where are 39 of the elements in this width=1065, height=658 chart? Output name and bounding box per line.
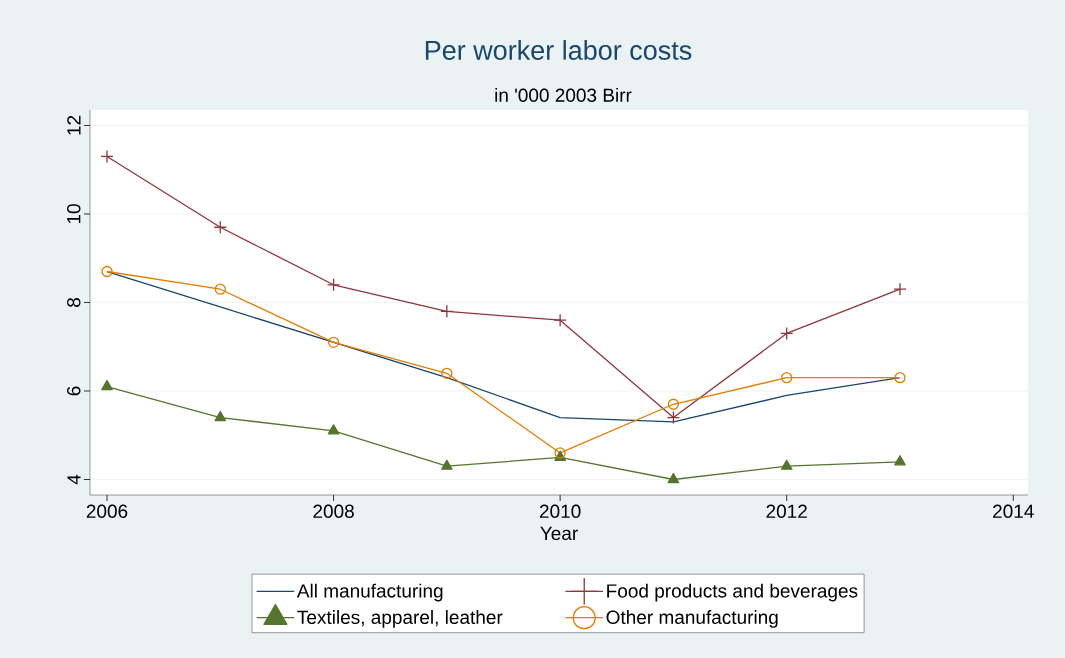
chart-subtitle: in '000 2003 Birr — [495, 88, 632, 102]
y-tick-label: 6 — [67, 386, 81, 396]
x-axis-title: Year — [540, 526, 578, 541]
point — [214, 410, 227, 422]
legend-label: Other manufacturing — [606, 610, 778, 628]
y-tick-label: 10 — [67, 204, 81, 224]
point — [667, 472, 680, 484]
point — [440, 304, 454, 318]
point — [894, 455, 906, 466]
point — [667, 398, 680, 410]
point — [213, 220, 227, 234]
x-tick-label: 2012 — [766, 504, 807, 518]
point — [780, 459, 793, 470]
point — [327, 336, 340, 348]
point — [101, 265, 113, 278]
x-tick-label: 2006 — [86, 504, 128, 518]
point — [101, 379, 113, 391]
point — [326, 278, 341, 292]
x-tick-label: 2008 — [313, 504, 354, 518]
legend-label: Textiles, apparel, leather — [297, 610, 503, 628]
legend-label: Food products and beverages — [607, 583, 858, 602]
point — [441, 367, 453, 379]
point — [666, 410, 681, 425]
point — [780, 326, 794, 341]
point — [894, 372, 906, 384]
point — [327, 424, 340, 435]
legend-label: All manufacturing — [296, 583, 443, 602]
point — [553, 313, 567, 327]
y-tick-label: 8 — [67, 298, 81, 307]
point — [100, 149, 114, 164]
point — [781, 372, 793, 384]
point — [441, 459, 453, 470]
y-tick-label: 4 — [67, 474, 81, 485]
point — [893, 282, 907, 296]
x-tick-label: 2010 — [539, 504, 581, 518]
x-tick-label: 2014 — [993, 504, 1034, 518]
y-tick-label: 12 — [67, 115, 81, 135]
chart-title: Per worker labor costs — [425, 40, 692, 60]
point — [214, 283, 226, 295]
